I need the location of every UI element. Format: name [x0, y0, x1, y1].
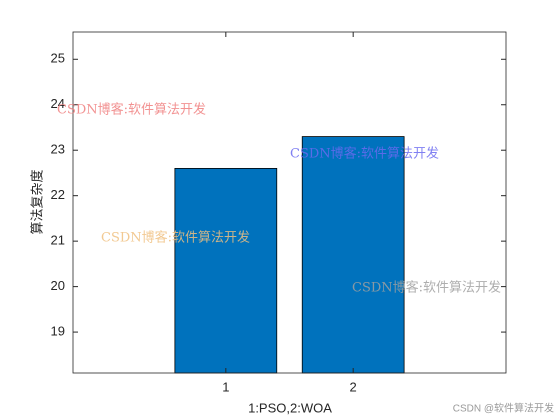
- watermark: CSDN博客:软件算法开发: [352, 280, 501, 296]
- watermark: CSDN博客:软件算法开发: [101, 230, 250, 246]
- y-tick-label: 25: [51, 51, 65, 66]
- y-tick-label: 20: [51, 278, 65, 293]
- bar: [174, 167, 278, 374]
- y-tick-label: 24: [51, 96, 65, 111]
- x-tick-label: 2: [350, 379, 357, 394]
- y-tick-label: 22: [51, 187, 65, 202]
- watermark: CSDN博客:软件算法开发: [57, 102, 206, 118]
- y-tick-label: 23: [51, 142, 65, 157]
- y-tick-label: 21: [51, 233, 65, 248]
- bar: [301, 136, 405, 374]
- x-tick-label: 1: [222, 379, 229, 394]
- plot-area: [73, 32, 506, 373]
- axes-box: [72, 31, 507, 374]
- x-axis-label: 1:PSO,2:WOA: [248, 400, 332, 415]
- y-tick-label: 19: [51, 324, 65, 339]
- watermark: CSDN博客:软件算法开发: [290, 146, 439, 162]
- y-axis-label: 算法复杂度: [29, 169, 44, 234]
- footer: CSDN @软件算法开发: [453, 402, 554, 415]
